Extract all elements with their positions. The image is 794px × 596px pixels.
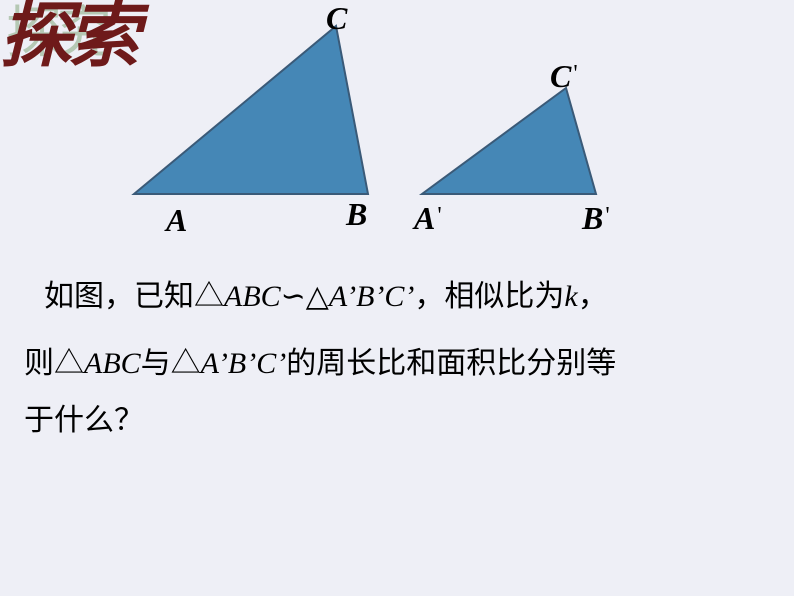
- triangle-big: [134, 26, 368, 194]
- label-small-A: A': [414, 200, 440, 237]
- label-big-C: C: [326, 0, 347, 37]
- label-small-C: C': [550, 58, 576, 95]
- problem-text-line-2: 则△ABC与△A’B’C’的周长比和面积比分别等于什么？: [24, 335, 758, 449]
- problem-text-line-1: 如图，已知△ABC∽△A’B’C’，相似比为k，: [44, 268, 778, 325]
- label-small-B: B': [582, 200, 608, 237]
- label-big-A: A: [166, 202, 187, 239]
- triangle-small: [422, 88, 596, 194]
- label-big-B: B: [346, 196, 367, 233]
